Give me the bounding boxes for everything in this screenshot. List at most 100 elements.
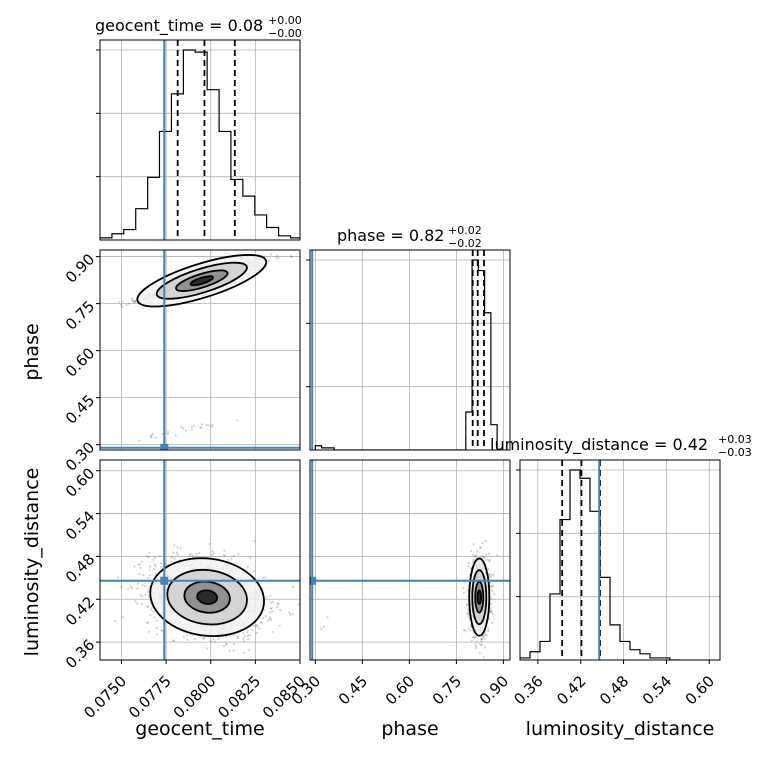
frame-luminosity-distance-hist	[519, 459, 721, 661]
sample-point	[182, 427, 185, 430]
sample-point	[154, 565, 157, 568]
sample-point	[151, 432, 154, 436]
sample-point	[225, 643, 228, 646]
sample-point	[249, 556, 252, 559]
sample-point	[175, 551, 179, 554]
sample-point	[248, 634, 251, 637]
hist-bars-luminosity-distance	[520, 469, 680, 660]
sample-point	[142, 573, 145, 577]
sample-point	[289, 613, 292, 616]
sample-point	[222, 644, 226, 648]
sample-point	[290, 255, 293, 259]
sample-point	[492, 573, 495, 576]
sample-point	[472, 554, 475, 557]
ylabel-luminosity-distance: luminosity_distance	[21, 468, 43, 657]
sample-point	[270, 607, 273, 610]
sample-point	[153, 563, 157, 566]
xtick-label-geocent-time-3: 0.0825	[214, 672, 264, 722]
sample-point	[269, 611, 272, 614]
sample-point	[489, 581, 492, 584]
distance-histogram-panel: 0.36 0.42 0.48 0.54 0.60	[510, 459, 721, 708]
sample-point	[140, 603, 143, 606]
sample-point	[133, 301, 136, 304]
sample-point	[228, 649, 231, 652]
sample-point	[130, 587, 134, 590]
sample-point	[211, 423, 214, 427]
sample-point	[198, 551, 201, 554]
sample-point	[483, 646, 487, 649]
sample-point	[210, 425, 213, 428]
sample-point	[474, 555, 477, 558]
sample-point	[138, 563, 141, 566]
sample-point	[160, 629, 163, 632]
sample-point	[190, 425, 193, 429]
sample-point	[172, 551, 175, 554]
xtick-label-luminosity-distance-3: 0.54	[639, 672, 675, 708]
hist-bars-geocent-time	[100, 49, 300, 240]
sample-point	[188, 554, 191, 557]
sample-point	[154, 436, 157, 439]
sample-point	[478, 651, 481, 655]
phase-vs-geocent-time-panel: 0.300.450.600.750.90	[62, 249, 301, 475]
title-distance-lower-error: −0.03	[718, 446, 752, 459]
sample-point	[146, 622, 149, 625]
title-phase-upper-error: +0.02	[448, 224, 482, 237]
sample-point	[481, 542, 484, 545]
xtick-label-luminosity-distance-1: 0.42	[553, 672, 589, 708]
sample-point	[208, 424, 211, 427]
sample-point	[467, 565, 470, 568]
sample-point	[491, 589, 494, 592]
sample-point	[195, 553, 198, 556]
sample-point	[120, 586, 123, 589]
sample-point	[462, 629, 466, 632]
sample-point	[490, 573, 493, 576]
sample-point	[242, 632, 245, 635]
sample-point	[480, 638, 483, 641]
sample-point	[473, 635, 476, 638]
ytick-label-luminosity-distance-3: 0.54	[62, 507, 98, 543]
sample-point	[150, 436, 153, 439]
sample-point	[487, 630, 490, 633]
sample-point	[161, 432, 164, 436]
title-luminosity-distance: luminosity_distance = 0.42	[490, 435, 708, 455]
sample-point	[170, 556, 174, 559]
sample-point	[489, 609, 492, 612]
sample-point	[205, 423, 208, 427]
sample-point	[475, 635, 478, 638]
sample-point	[125, 304, 128, 307]
sample-point	[134, 299, 137, 303]
sample-point	[191, 554, 194, 557]
sample-point	[172, 639, 175, 642]
sample-point	[166, 430, 170, 434]
sample-point	[138, 572, 141, 576]
scatter-luminosity-distance-vs-phase-1	[320, 579, 341, 631]
sample-point	[478, 642, 481, 646]
sample-point	[222, 554, 225, 557]
sample-point	[268, 616, 272, 619]
sample-point	[242, 640, 245, 643]
sample-point	[149, 435, 152, 438]
sample-point	[129, 585, 132, 588]
sample-point	[246, 630, 249, 634]
xtick-label-luminosity-distance-0: 0.36	[510, 672, 546, 708]
sample-point	[203, 636, 206, 639]
sample-point	[490, 610, 493, 613]
sample-point	[149, 613, 152, 617]
sample-point	[472, 635, 475, 639]
contour-phase-vs-geocent-time-3	[189, 275, 214, 287]
sample-point	[275, 256, 278, 260]
sample-point	[136, 582, 140, 585]
sample-point	[297, 603, 300, 606]
sample-point	[224, 554, 227, 557]
frame-luminosity-distance-vs-phase	[309, 459, 511, 661]
sample-point	[232, 554, 235, 558]
sample-point	[166, 432, 169, 436]
xlabel-geocent-time: geocent_time	[135, 718, 264, 740]
sample-point	[156, 633, 159, 636]
sample-point	[127, 302, 131, 305]
sample-point	[488, 560, 491, 563]
sample-point	[120, 305, 124, 309]
scatter-phase-vs-geocent-time-1	[138, 419, 239, 442]
xtick-label-luminosity-distance-2: 0.48	[596, 672, 632, 708]
sample-point	[212, 638, 215, 641]
